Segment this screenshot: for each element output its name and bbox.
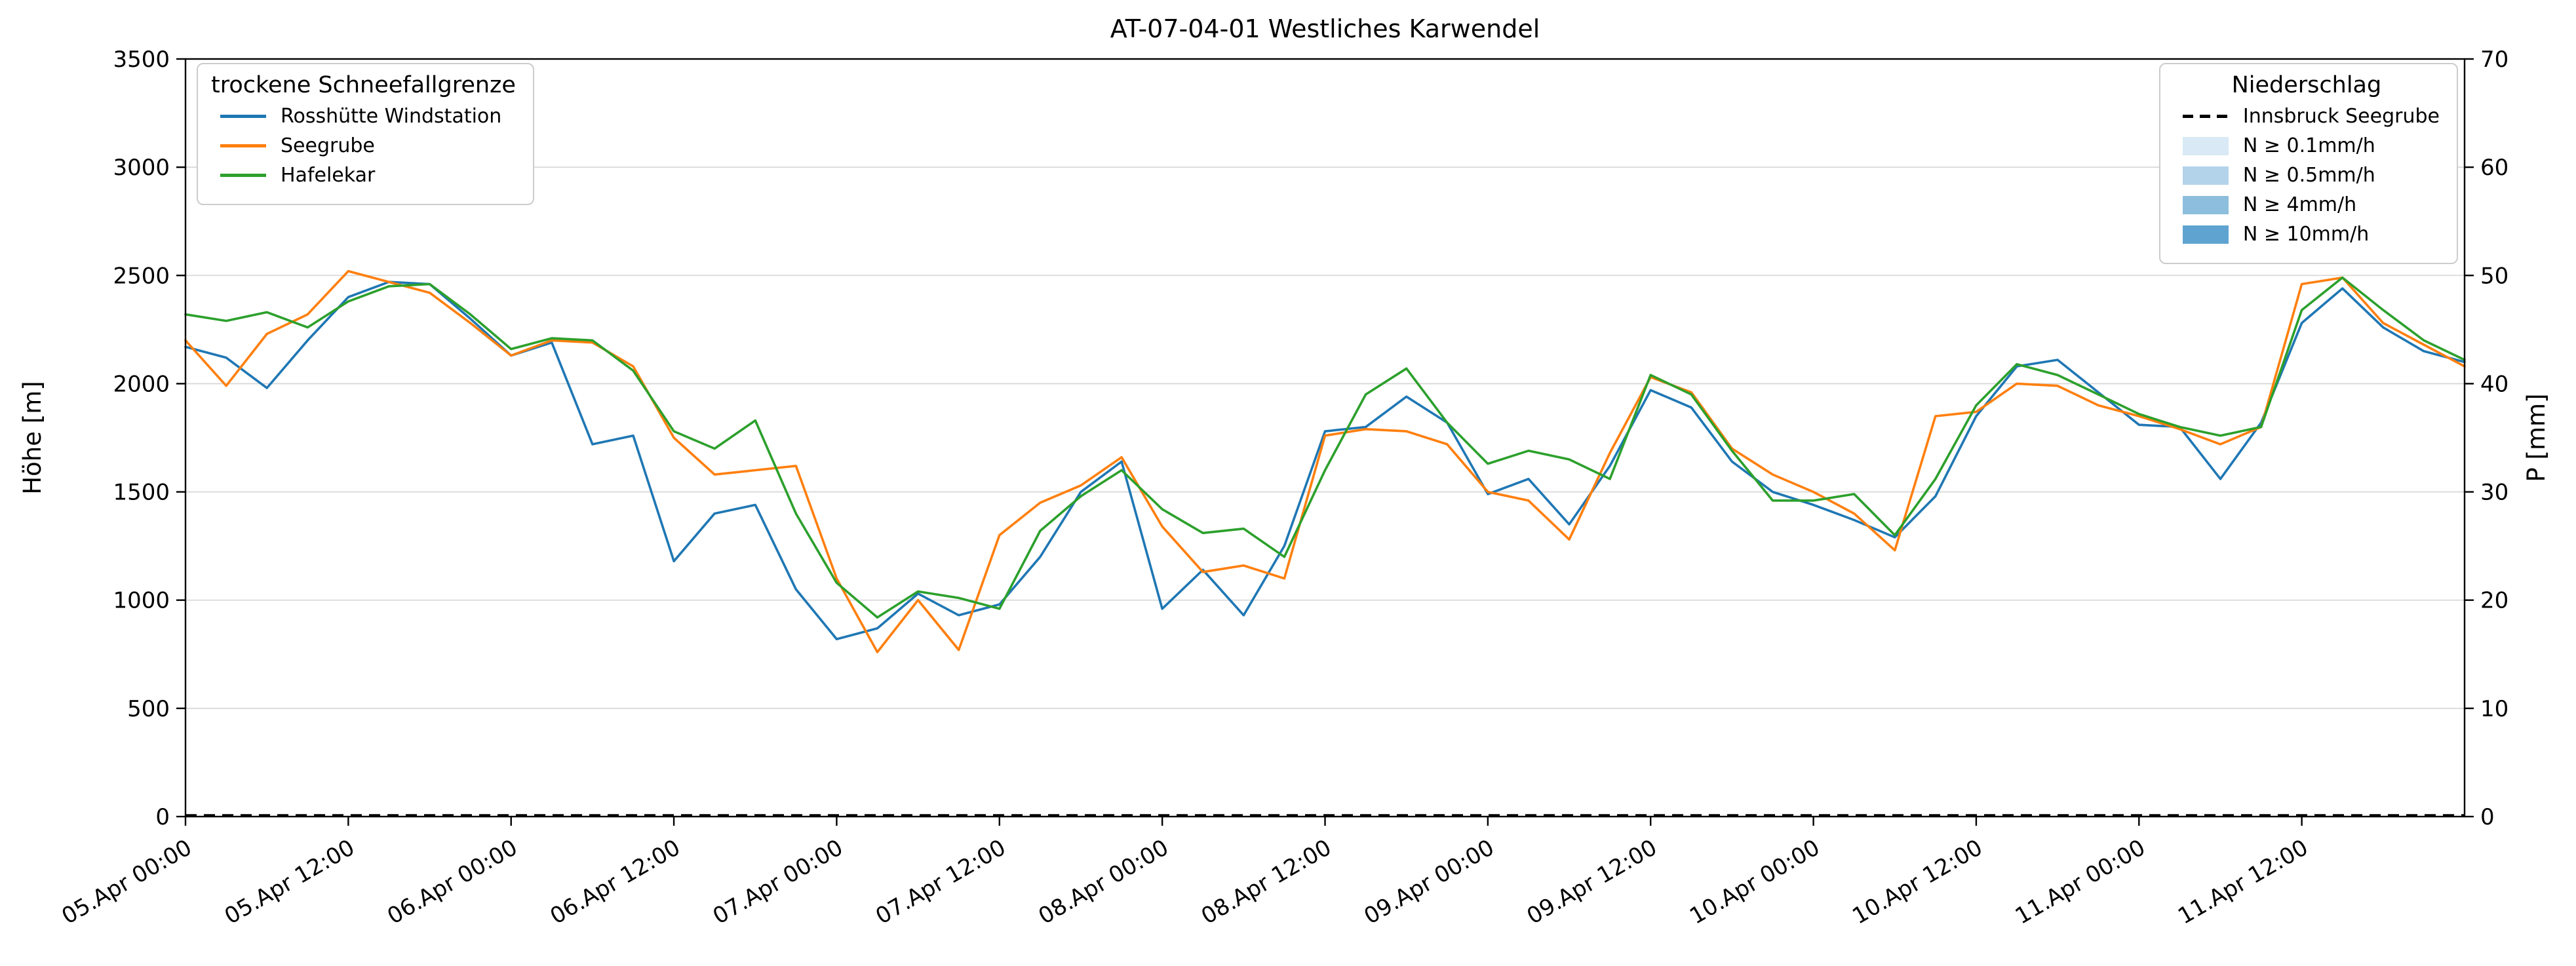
y-right-tick-label: 40	[2480, 371, 2508, 397]
x-tick-label: 11.Apr 00:00	[2011, 834, 2150, 929]
precip-intensity-patch-swatch	[2182, 166, 2229, 185]
y-left-tick-label: 2000	[113, 371, 170, 397]
x-tick-label: 08.Apr 00:00	[1034, 834, 1173, 929]
legend-right-title: Niederschlag	[2231, 72, 2382, 98]
x-tick-label: 08.Apr 12:00	[1197, 834, 1336, 929]
legend-item: Innsbruck Seegrube	[2182, 105, 2440, 128]
precip-intensity-patch-swatch	[2182, 136, 2229, 155]
y-left-tick-label: 3000	[113, 155, 170, 181]
x-tick-label: 11.Apr 12:00	[2174, 834, 2313, 929]
series-line-0	[184, 280, 2466, 641]
x-tick-label: 06.Apr 00:00	[383, 834, 522, 929]
series-line-swatch	[220, 144, 266, 147]
legend-item-label: Hafelekar	[281, 164, 376, 187]
x-tick-label: 05.Apr 12:00	[220, 834, 359, 929]
legend-item-label: N ≥ 0.5mm/h	[2242, 164, 2375, 187]
dashed-line-swatch	[2182, 115, 2229, 118]
legend-item-label: Rosshütte Windstation	[281, 105, 502, 128]
chart-title: AT-07-04-01 Westliches Karwendel	[1110, 14, 1540, 43]
legend-item-label: N ≥ 4mm/h	[2242, 193, 2357, 216]
legend-item-label: Innsbruck Seegrube	[2242, 105, 2440, 128]
legend-right-items: Innsbruck Seegrube N ≥ 0.1mm/h N ≥ 0.5mm/h…	[2174, 105, 2440, 246]
y-right-tick-label: 60	[2480, 155, 2508, 181]
y-right-tick-label: 10	[2480, 696, 2508, 722]
legend-item: N ≥ 4mm/h	[2182, 193, 2440, 216]
legend-item: Seegrube	[220, 134, 516, 157]
legend-niederschlag: Niederschlag Innsbruck Seegrube N ≥ 0.1mm…	[2158, 63, 2458, 264]
y-left-tick-label: 3500	[113, 47, 170, 73]
legend-left-items: Rosshütte Windstation Seegrube Hafelekar	[211, 105, 516, 187]
legend-item: N ≥ 10mm/h	[2182, 223, 2440, 246]
legend-item: N ≥ 0.5mm/h	[2182, 164, 2440, 187]
series-line-swatch	[220, 115, 266, 118]
legend-item-label: Seegrube	[281, 134, 375, 157]
x-tick-label: 05.Apr 00:00	[58, 834, 197, 929]
y-left-axis-label: Höhe [m]	[18, 381, 47, 494]
y-right-tick-label: 0	[2480, 804, 2495, 830]
series-line-2	[184, 276, 2466, 619]
y-right-tick-label: 50	[2480, 263, 2508, 289]
series-line-swatch	[220, 174, 266, 177]
series-line-1	[184, 269, 2466, 653]
legend-item: Hafelekar	[220, 164, 516, 187]
y-left-tick-label: 1500	[113, 480, 170, 506]
x-tick-label: 10.Apr 00:00	[1685, 834, 1824, 929]
precip-intensity-patch-swatch	[2182, 195, 2229, 214]
legend-left-title: trockene Schneefallgrenze	[211, 72, 516, 98]
legend-item-label: N ≥ 0.1mm/h	[2242, 134, 2375, 157]
x-tick-label: 09.Apr 12:00	[1523, 834, 1662, 929]
precip-intensity-patch-swatch	[2182, 225, 2229, 244]
x-tick-label: 10.Apr 12:00	[1848, 834, 1987, 929]
x-tick-label: 09.Apr 00:00	[1359, 834, 1498, 929]
x-tick-label: 06.Apr 12:00	[546, 834, 685, 929]
legend-item: N ≥ 0.1mm/h	[2182, 134, 2440, 157]
y-left-tick-label: 2500	[113, 263, 170, 289]
y-left-tick-label: 1000	[113, 588, 170, 614]
y-right-tick-label: 20	[2480, 588, 2508, 614]
y-left-tick-label: 500	[127, 696, 170, 722]
y-left-tick-label: 0	[155, 804, 170, 830]
legend-item-label: N ≥ 10mm/h	[2242, 223, 2370, 246]
x-tick-label: 07.Apr 00:00	[709, 834, 848, 929]
legend-item: Rosshütte Windstation	[220, 105, 516, 128]
y-right-tick-label: 70	[2480, 47, 2508, 73]
legend-schneefallgrenze: trockene Schneefallgrenze Rosshütte Wind…	[197, 63, 534, 205]
x-tick-label: 07.Apr 12:00	[871, 834, 1010, 929]
y-right-axis-label: P [mm]	[2522, 393, 2550, 482]
y-right-tick-label: 30	[2480, 480, 2508, 506]
